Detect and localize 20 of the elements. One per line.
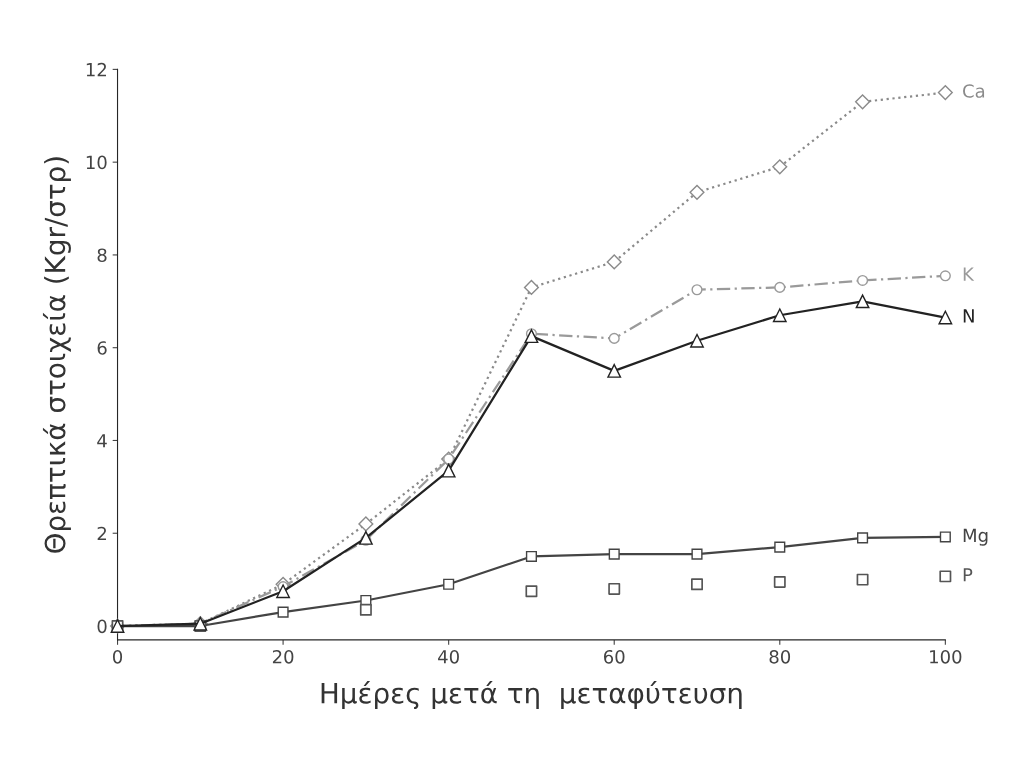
y-axis-title: Θρεπτικά στοιχεία (Kgr/στρ) xyxy=(42,157,71,553)
series-label: K xyxy=(963,267,975,281)
series-label: Ca xyxy=(963,84,985,98)
series-label: Mg xyxy=(963,528,988,546)
x-tick-label: 80 xyxy=(769,649,791,664)
series-label: P xyxy=(963,568,973,582)
y-tick-label: 8 xyxy=(97,248,107,263)
x-tick-label: 60 xyxy=(604,649,625,664)
y-tick-label: 2 xyxy=(97,526,106,541)
y-tick-label: 12 xyxy=(86,62,106,77)
x-axis-title: Ημέρες μετά τη μεταφύτευση xyxy=(321,681,742,710)
x-tick-label: 0 xyxy=(112,649,123,664)
series-label: N xyxy=(963,309,974,323)
y-tick-label: 6 xyxy=(97,341,107,355)
y-tick-label: 4 xyxy=(97,434,107,448)
y-tick-label: 10 xyxy=(86,155,107,170)
y-tick-label: 0 xyxy=(97,619,107,634)
x-tick-label: 40 xyxy=(438,649,459,664)
x-tick-label: 100 xyxy=(930,649,962,664)
x-tick-label: 20 xyxy=(272,649,294,664)
